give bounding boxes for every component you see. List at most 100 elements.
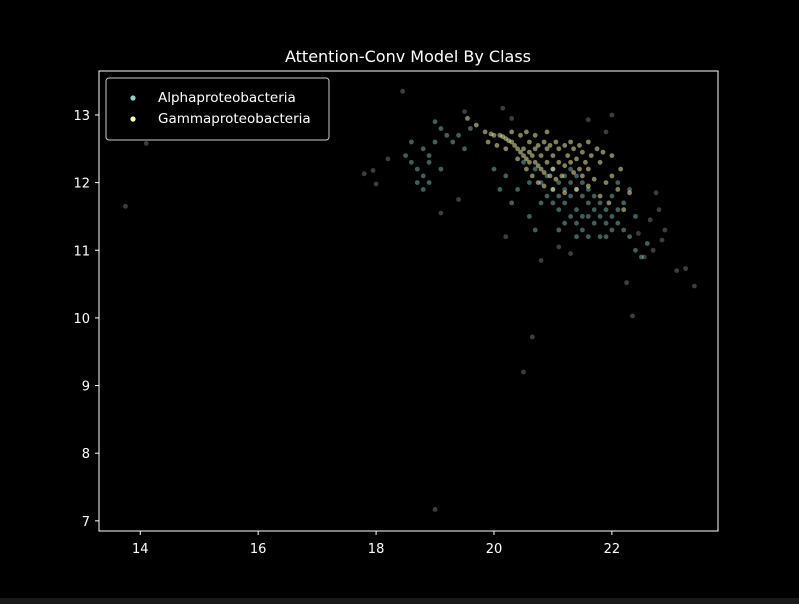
scatter-point-gammaproteobacteria <box>571 170 576 175</box>
scatter-point-gammaproteobacteria <box>518 149 523 155</box>
legend-label-gammaproteobacteria: Gammaproteobacteria <box>158 111 311 127</box>
scatter-point-alphaproteobacteria <box>420 173 426 179</box>
x-tick-label: 14 <box>132 542 149 557</box>
scatter-point-alphaproteobacteria <box>591 207 597 213</box>
scatter-point-alphaproteobacteria <box>432 139 438 145</box>
scatter-point-alphaproteobacteria <box>444 132 450 138</box>
y-tick-label: 13 <box>73 109 90 124</box>
x-tick-label: 16 <box>250 542 267 557</box>
scatter-point-alphaproteobacteria <box>491 166 497 172</box>
scatter-point-alphaproteobacteria <box>580 227 585 233</box>
scatter-point-alphaproteobacteria <box>450 139 456 145</box>
scatter-point-alphaproteobacteria <box>562 220 568 226</box>
scatter-point-outlier <box>692 283 697 289</box>
scatter-point-alphaproteobacteria <box>568 166 573 172</box>
scatter-point-gammaproteobacteria <box>535 180 541 186</box>
scatter-point-alphaproteobacteria <box>426 159 432 165</box>
scatter-point-gammaproteobacteria <box>527 159 532 165</box>
scatter-point-alphaproteobacteria <box>627 187 632 192</box>
scatter-point-gammaproteobacteria <box>541 183 547 189</box>
scatter-point-gammaproteobacteria <box>562 163 568 169</box>
scatter-point-alphaproteobacteria <box>409 159 414 165</box>
scatter-point-outlier <box>503 234 509 240</box>
scatter-point-gammaproteobacteria <box>591 176 597 182</box>
points-layer <box>123 88 697 512</box>
scatter-point-alphaproteobacteria <box>633 214 638 219</box>
scatter-point-outlier <box>653 190 659 196</box>
scatter-point-gammaproteobacteria <box>527 149 532 155</box>
scatter-point-gammaproteobacteria <box>562 143 568 148</box>
legend-box <box>105 77 330 141</box>
scatter-point-outlier <box>674 268 680 273</box>
scatter-point-gammaproteobacteria <box>577 143 582 148</box>
scatter-point-outlier <box>370 168 376 173</box>
scatter-point-alphaproteobacteria <box>515 187 520 192</box>
legend: Alphaproteobacteria Gammaproteobacteria <box>105 77 330 141</box>
scatter-point-alphaproteobacteria <box>633 247 638 253</box>
legend-label-alphaproteobacteria: Alphaproteobacteria <box>158 90 296 106</box>
x-tick-label: 20 <box>486 542 503 557</box>
scatter-point-gammaproteobacteria <box>597 193 603 199</box>
scatter-point-gammaproteobacteria <box>541 170 547 175</box>
scatter-point-outlier <box>662 227 668 233</box>
scatter-point-alphaproteobacteria <box>609 227 615 233</box>
scatter-point-gammaproteobacteria <box>506 138 512 144</box>
scatter-point-outlier <box>123 203 128 209</box>
scatter-point-alphaproteobacteria <box>615 220 621 226</box>
scatter-point-outlier <box>624 280 629 286</box>
scatter-point-gammaproteobacteria <box>621 207 627 213</box>
scatter-point-outlier <box>500 105 506 111</box>
scatter-point-alphaproteobacteria <box>550 200 556 206</box>
scatter-point-gammaproteobacteria <box>515 146 520 152</box>
scatter-point-gammaproteobacteria <box>515 156 520 162</box>
scatter-point-gammaproteobacteria <box>583 159 588 165</box>
scatter-point-gammaproteobacteria <box>547 173 553 179</box>
scatter-point-outlier <box>538 258 544 263</box>
scatter-point-gammaproteobacteria <box>532 132 538 138</box>
scatter-point-gammaproteobacteria <box>521 146 526 152</box>
scatter-point-alphaproteobacteria <box>568 214 573 219</box>
scatter-point-alphaproteobacteria <box>562 200 568 206</box>
scatter-point-alphaproteobacteria <box>615 180 621 186</box>
scatter-point-gammaproteobacteria <box>550 187 556 192</box>
scatter-point-alphaproteobacteria <box>621 227 627 233</box>
scatter-point-gammaproteobacteria <box>509 129 515 135</box>
scatter-point-gammaproteobacteria <box>577 166 582 172</box>
scatter-point-gammaproteobacteria <box>618 166 624 172</box>
scatter-point-gammaproteobacteria <box>609 153 615 159</box>
scatter-point-gammaproteobacteria <box>553 139 559 145</box>
scatter-point-gammaproteobacteria <box>518 132 523 138</box>
scatter-point-alphaproteobacteria <box>574 220 579 226</box>
scatter-point-gammaproteobacteria <box>527 139 532 145</box>
scatter-point-alphaproteobacteria <box>521 159 526 165</box>
scatter-point-alphaproteobacteria <box>556 193 562 199</box>
scatter-point-outlier <box>432 507 438 512</box>
y-tick-label: 9 <box>82 380 90 395</box>
scatter-point-gammaproteobacteria <box>550 153 556 159</box>
scatter-point-outlier <box>529 334 535 340</box>
scatter-point-outlier <box>361 171 367 177</box>
scatter-point-alphaproteobacteria <box>438 166 444 172</box>
scatter-point-gammaproteobacteria <box>588 153 594 159</box>
scatter-point-alphaproteobacteria <box>609 214 615 219</box>
scatter-point-gammaproteobacteria <box>585 166 591 172</box>
scatter-point-alphaproteobacteria <box>420 146 426 152</box>
scatter-point-gammaproteobacteria <box>544 129 550 135</box>
scatter-point-alphaproteobacteria <box>468 126 473 131</box>
scatter-point-gammaproteobacteria <box>538 153 544 159</box>
scatter-point-gammaproteobacteria <box>535 163 541 169</box>
scatter-point-gammaproteobacteria <box>485 139 491 145</box>
scatter-point-alphaproteobacteria <box>580 180 585 186</box>
scatter-point-alphaproteobacteria <box>538 200 544 206</box>
scatter-point-alphaproteobacteria <box>544 193 550 199</box>
scatter-point-gammaproteobacteria <box>568 159 573 165</box>
scatter-point-outlier <box>509 116 515 121</box>
scatter-point-gammaproteobacteria <box>541 139 547 145</box>
legend-marker-gammaproteobacteria <box>130 116 136 122</box>
scatter-point-outlier <box>656 207 662 213</box>
scatter-point-alphaproteobacteria <box>414 180 420 186</box>
y-axis: 7 8 9 10 11 12 13 <box>73 109 99 530</box>
scatter-point-outlier <box>609 112 615 118</box>
scatter-point-gammaproteobacteria <box>494 143 500 148</box>
